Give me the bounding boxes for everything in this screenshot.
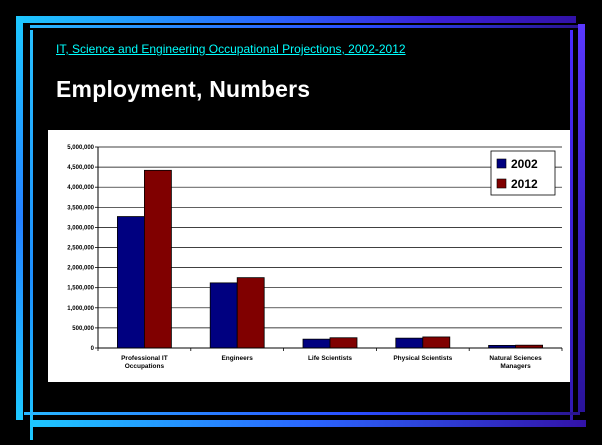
legend-label-2002: 2002 — [511, 157, 538, 171]
y-tick-label: 3,500,000 — [67, 205, 94, 211]
bottom-accent-bar — [30, 420, 586, 427]
left-accent-line — [30, 30, 33, 440]
right-accent-line — [570, 30, 573, 422]
legend-swatch-2012 — [496, 178, 507, 189]
y-tick-label: 500,000 — [72, 326, 94, 332]
top-accent-line — [30, 25, 578, 28]
category-label: Life Scientists — [308, 355, 352, 362]
chart-panel: 0 500,000 1,000,000 1,500,000 2,000,000 2,500… — [48, 130, 570, 382]
category-label: Engineers — [221, 355, 253, 362]
y-tick-label: 4,500,000 — [67, 165, 94, 171]
legend-swatch-2002 — [496, 158, 507, 169]
bar-2002 — [209, 282, 238, 349]
category-label: Managers — [500, 363, 531, 370]
category-label: Physical Scientists — [393, 355, 452, 362]
bars — [117, 169, 544, 349]
y-tick-label: 3,000,000 — [67, 225, 94, 231]
y-tick-label: 4,000,000 — [67, 185, 94, 191]
y-axis-ticks: 0 500,000 1,000,000 1,500,000 2,000,000 2,500… — [67, 145, 98, 352]
y-tick-label: 0 — [91, 346, 95, 352]
bar-2002 — [302, 338, 331, 349]
bar-2002 — [117, 216, 145, 349]
top-accent-bar — [16, 16, 576, 23]
axes — [97, 147, 563, 351]
y-tick-label: 2,500,000 — [67, 246, 94, 252]
bar-2012 — [422, 336, 451, 349]
legend: 2002 2012 — [490, 150, 556, 196]
bar-2012 — [329, 337, 358, 349]
bar-chart: 0 500,000 1,000,000 1,500,000 2,000,000 2,500… — [67, 145, 563, 370]
bottom-accent-line — [24, 412, 580, 415]
left-accent-bar — [16, 16, 23, 420]
legend-label-2012: 2012 — [511, 177, 538, 191]
category-label: Professional IT — [121, 355, 168, 362]
category-label: Occupations — [125, 363, 165, 370]
y-tick-label: 2,000,000 — [67, 266, 94, 272]
y-tick-label: 1,000,000 — [67, 306, 94, 312]
bar-2012 — [236, 277, 265, 349]
category-label: Natural Sciences — [489, 355, 542, 362]
bar-2002 — [395, 337, 424, 349]
y-tick-label: 5,000,000 — [67, 145, 94, 151]
subtitle-link[interactable]: IT, Science and Engineering Occupational… — [56, 42, 406, 56]
right-accent-bar — [578, 24, 585, 412]
gridlines — [98, 146, 562, 329]
y-tick-label: 1,500,000 — [67, 286, 94, 292]
bar-2012 — [144, 169, 172, 349]
slide-title: Employment, Numbers — [56, 76, 311, 102]
